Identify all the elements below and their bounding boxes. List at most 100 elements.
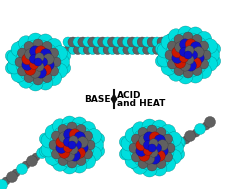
- Circle shape: [63, 150, 74, 161]
- Circle shape: [5, 62, 17, 74]
- Circle shape: [198, 59, 208, 69]
- Circle shape: [77, 37, 87, 47]
- Circle shape: [74, 147, 85, 158]
- Circle shape: [16, 51, 29, 64]
- Circle shape: [177, 26, 192, 41]
- Circle shape: [80, 122, 95, 136]
- Circle shape: [148, 148, 157, 157]
- Circle shape: [122, 37, 132, 47]
- Circle shape: [54, 54, 69, 70]
- Circle shape: [45, 125, 60, 140]
- Circle shape: [74, 132, 85, 143]
- Circle shape: [141, 162, 156, 177]
- Circle shape: [103, 46, 112, 54]
- Circle shape: [82, 131, 92, 141]
- Circle shape: [147, 46, 156, 54]
- Circle shape: [155, 159, 165, 169]
- Circle shape: [11, 67, 26, 82]
- Circle shape: [49, 123, 61, 135]
- Circle shape: [73, 46, 82, 54]
- Circle shape: [198, 41, 208, 51]
- Circle shape: [54, 150, 67, 163]
- Circle shape: [32, 76, 44, 88]
- Circle shape: [201, 122, 209, 130]
- Circle shape: [182, 32, 192, 42]
- Circle shape: [51, 149, 61, 159]
- Circle shape: [87, 37, 97, 47]
- Circle shape: [22, 54, 33, 65]
- Circle shape: [196, 53, 209, 66]
- Circle shape: [30, 67, 40, 78]
- Circle shape: [35, 53, 44, 62]
- Circle shape: [142, 46, 151, 54]
- Circle shape: [58, 62, 70, 74]
- Circle shape: [48, 66, 58, 76]
- Text: ACID: ACID: [116, 91, 141, 99]
- Circle shape: [174, 42, 185, 53]
- Circle shape: [197, 33, 210, 45]
- Circle shape: [164, 50, 174, 60]
- Circle shape: [17, 66, 27, 76]
- Circle shape: [33, 39, 43, 49]
- Circle shape: [42, 73, 52, 83]
- Circle shape: [177, 33, 190, 46]
- Circle shape: [151, 37, 161, 47]
- Circle shape: [48, 48, 58, 58]
- Circle shape: [32, 36, 44, 48]
- Circle shape: [145, 122, 157, 134]
- Circle shape: [156, 130, 169, 143]
- Circle shape: [69, 154, 82, 167]
- Circle shape: [172, 136, 184, 148]
- Circle shape: [155, 43, 167, 55]
- Circle shape: [67, 122, 77, 132]
- Circle shape: [166, 132, 181, 147]
- Circle shape: [77, 137, 88, 148]
- Circle shape: [156, 43, 171, 58]
- Circle shape: [204, 116, 215, 128]
- Circle shape: [134, 130, 147, 143]
- Circle shape: [56, 137, 67, 148]
- Circle shape: [196, 44, 209, 57]
- Circle shape: [38, 75, 53, 90]
- Circle shape: [63, 46, 72, 54]
- Circle shape: [20, 44, 33, 57]
- Circle shape: [11, 42, 26, 57]
- Circle shape: [188, 50, 197, 60]
- Circle shape: [68, 37, 78, 47]
- Circle shape: [171, 143, 179, 151]
- Circle shape: [61, 123, 74, 136]
- Circle shape: [72, 117, 86, 132]
- Circle shape: [162, 152, 172, 162]
- Circle shape: [192, 52, 203, 63]
- Circle shape: [59, 147, 69, 158]
- Circle shape: [137, 127, 147, 137]
- Circle shape: [82, 149, 92, 159]
- Circle shape: [143, 141, 152, 149]
- Circle shape: [132, 159, 147, 174]
- Circle shape: [41, 142, 56, 157]
- Circle shape: [34, 58, 42, 66]
- Circle shape: [179, 53, 188, 62]
- Circle shape: [63, 143, 72, 153]
- Circle shape: [63, 138, 72, 146]
- Circle shape: [25, 64, 36, 75]
- Circle shape: [62, 159, 77, 174]
- Circle shape: [169, 37, 182, 50]
- Circle shape: [165, 53, 178, 66]
- Circle shape: [41, 133, 56, 148]
- Circle shape: [192, 47, 203, 58]
- Circle shape: [149, 126, 162, 139]
- Circle shape: [67, 158, 77, 168]
- Circle shape: [128, 143, 138, 153]
- Circle shape: [62, 116, 77, 131]
- Circle shape: [22, 161, 30, 169]
- Circle shape: [173, 34, 183, 44]
- Circle shape: [157, 46, 166, 54]
- Circle shape: [141, 126, 154, 139]
- Circle shape: [68, 46, 77, 54]
- Circle shape: [107, 37, 117, 47]
- Circle shape: [66, 159, 78, 171]
- Circle shape: [149, 153, 160, 164]
- Circle shape: [194, 123, 205, 135]
- Circle shape: [179, 60, 190, 71]
